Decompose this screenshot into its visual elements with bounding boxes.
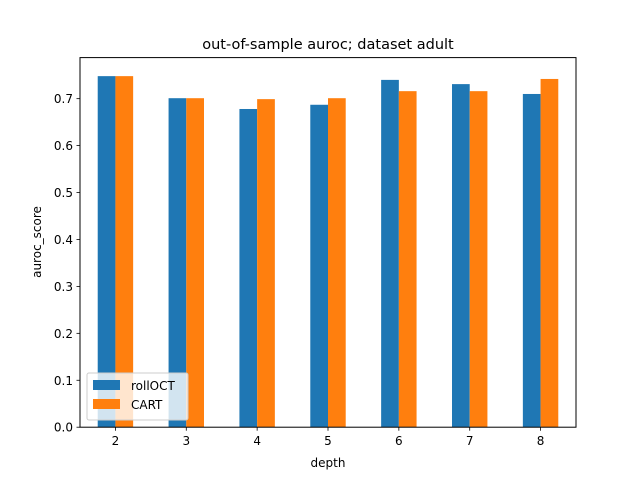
legend: rollOCT CART [86,372,189,421]
x-axis-label: depth [311,456,346,470]
y-tick-label: 0.3 [54,280,73,294]
y-tick-label: 0.1 [54,374,73,388]
bar-cart-depth-7 [469,91,488,428]
y-tick-label: 0.6 [54,139,73,153]
y-tick-label: 0.7 [54,92,73,106]
y-axis: 0.0 0.1 0.2 0.3 0.4 0.5 0.6 0.7 [54,92,80,435]
bar-cart-depth-6 [398,91,417,428]
bar-rolloct-depth-8 [522,93,541,428]
bar-rolloct-depth-2 [97,76,116,428]
chart-title: out-of-sample auroc; dataset adult [202,37,454,53]
y-tick-label: 0.2 [54,327,73,341]
x-tick-label: 5 [324,434,332,448]
legend-label-cart: CART [131,398,163,412]
bar-rolloct-depth-6 [381,79,399,428]
bar-cart-depth-3 [186,98,204,428]
x-tick-label: 8 [537,434,545,448]
y-tick-label: 0.5 [54,186,73,200]
legend-label-rolloct: rollOCT [131,379,176,393]
bar-rolloct-depth-3 [168,98,187,428]
bar-cart-depth-2 [115,76,134,428]
x-tick-label: 4 [253,434,261,448]
bar-cart-depth-8 [540,78,559,428]
x-tick-label: 7 [466,434,474,448]
bar-rolloct-depth-4 [239,108,258,428]
bar-rolloct-depth-7 [452,84,470,428]
legend-swatch-rolloct [93,380,120,390]
bar-rolloct-depth-5 [310,104,328,428]
y-tick-label: 0.4 [54,233,73,247]
legend-swatch-cart [93,399,120,409]
bar-cart-depth-4 [257,99,275,428]
bars-group [97,76,559,428]
x-tick-label: 2 [112,434,120,448]
bar-cart-depth-5 [328,98,346,428]
x-tick-label: 3 [182,434,190,448]
y-axis-label: auroc_score [30,206,44,278]
x-tick-label: 6 [395,434,403,448]
y-tick-label: 0.0 [54,421,73,435]
x-axis: 2 3 4 5 6 7 8 [112,427,545,448]
